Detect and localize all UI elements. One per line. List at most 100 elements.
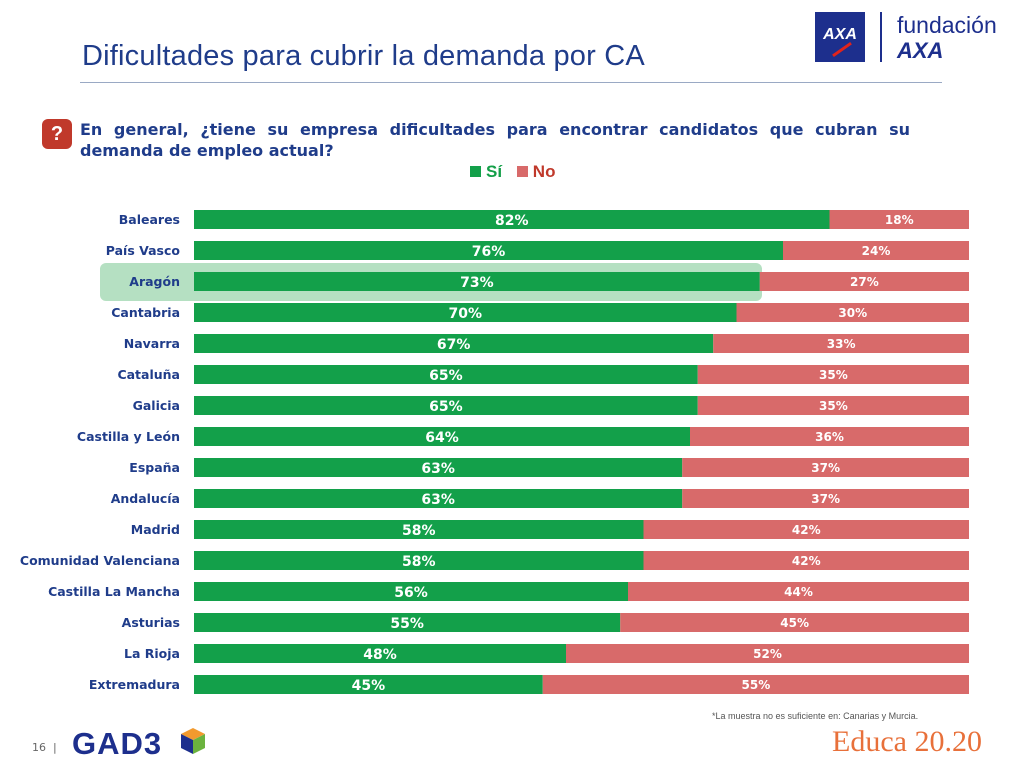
category-label: La Rioja [124, 646, 180, 661]
gad3-logo: GAD3 [72, 726, 163, 761]
legend-label-si: Sí [486, 162, 503, 181]
bar-no [682, 489, 969, 508]
fundacion-logo-line2: AXA [897, 38, 944, 63]
bar-si [194, 675, 543, 694]
category-label: Galicia [133, 398, 180, 413]
bar-no [628, 582, 969, 601]
data-label-si: 58% [402, 554, 436, 570]
axa-logo: AXA [815, 12, 865, 62]
bar-no [697, 365, 969, 384]
data-label-si: 63% [421, 461, 455, 477]
data-label-si: 82% [495, 213, 529, 229]
page-title: Dificultades para cubrir la demanda por … [82, 40, 645, 72]
bar-no [643, 520, 969, 539]
data-label-no: 30% [838, 306, 867, 320]
page-number-value: 16 [32, 741, 46, 754]
data-label-no: 24% [862, 244, 891, 258]
legend-swatch-si [470, 166, 481, 177]
educa-logo: Educa 20.20 [832, 725, 982, 758]
gad3-cube-icon [181, 728, 205, 754]
data-label-si: 56% [394, 585, 428, 601]
bar-si [194, 427, 690, 446]
bar-no [697, 396, 969, 415]
bar-no [736, 303, 969, 322]
bar-si [194, 582, 628, 601]
bar-no [829, 210, 969, 229]
bar-si [194, 551, 644, 570]
bar-si [194, 365, 698, 384]
bar-si [194, 489, 683, 508]
bar-no [759, 272, 969, 291]
bar-si [194, 613, 621, 632]
data-label-si: 70% [448, 306, 482, 322]
data-label-si: 73% [460, 275, 494, 291]
question-text: En general, ¿tiene su empresa dificultad… [80, 120, 910, 160]
category-label: Andalucía [111, 491, 180, 506]
data-label-si: 45% [352, 678, 386, 694]
bar-no [713, 334, 969, 353]
data-label-si: 48% [363, 647, 397, 663]
category-label: Castilla y León [77, 429, 180, 444]
bar-si [194, 520, 644, 539]
data-label-si: 55% [390, 616, 424, 632]
category-label: Cataluña [117, 367, 180, 382]
data-label-no: 37% [811, 461, 840, 475]
data-label-no: 42% [792, 523, 821, 537]
bar-no [682, 458, 969, 477]
category-label: Extremadura [89, 677, 180, 692]
data-label-no: 44% [784, 585, 813, 599]
category-label: Aragón [129, 274, 180, 289]
bar-si [194, 458, 683, 477]
data-label-no: 42% [792, 554, 821, 568]
legend-label-no: No [532, 162, 556, 181]
bar-si [194, 210, 830, 229]
page-separator: | [53, 741, 57, 754]
logo-divider [880, 12, 882, 62]
axa-logo-text: AXA [823, 26, 857, 43]
bar-no [643, 551, 969, 570]
data-label-no: 36% [815, 430, 844, 444]
data-label-no: 37% [811, 492, 840, 506]
bar-no [620, 613, 969, 632]
footer-note: *La muestra no es suficiente en: Canaria… [712, 711, 919, 721]
category-label: Castilla La Mancha [48, 584, 180, 599]
data-label-no: 55% [742, 678, 771, 692]
bar-si [194, 334, 714, 353]
data-label-si: 76% [472, 244, 506, 260]
bar-si [194, 644, 566, 663]
data-label-no: 27% [850, 275, 879, 289]
legend-item-no: No [516, 162, 556, 182]
legend: Sí No [470, 162, 565, 182]
data-label-no: 35% [819, 368, 848, 382]
data-label-si: 64% [425, 430, 459, 446]
data-label-si: 63% [421, 492, 455, 508]
category-label: España [129, 460, 180, 475]
bar-no [566, 644, 969, 663]
legend-swatch-no [516, 166, 528, 177]
fundacion-logo-line1: fundación [897, 12, 997, 38]
category-label: Comunidad Valenciana [20, 553, 180, 568]
bar-no [690, 427, 969, 446]
bar-no [783, 241, 969, 260]
category-label: Asturias [122, 615, 180, 630]
bar-no [542, 675, 969, 694]
bar-si [194, 396, 698, 415]
data-label-no: 45% [780, 616, 809, 630]
page-number: 16 | [32, 741, 57, 754]
category-label: Cantabria [111, 305, 180, 320]
category-label: País Vasco [106, 243, 181, 258]
bar-si [194, 241, 783, 260]
data-label-no: 18% [885, 213, 914, 227]
data-label-no: 35% [819, 399, 848, 413]
data-label-no: 52% [753, 647, 782, 661]
category-label: Madrid [131, 522, 180, 537]
bar-si [194, 272, 760, 291]
title-rule [80, 82, 942, 83]
data-label-si: 58% [402, 523, 436, 539]
data-label-si: 65% [429, 368, 463, 384]
category-label: Navarra [124, 336, 180, 351]
bar-si [194, 303, 737, 322]
data-label-si: 67% [437, 337, 471, 353]
category-label: Baleares [119, 212, 180, 227]
